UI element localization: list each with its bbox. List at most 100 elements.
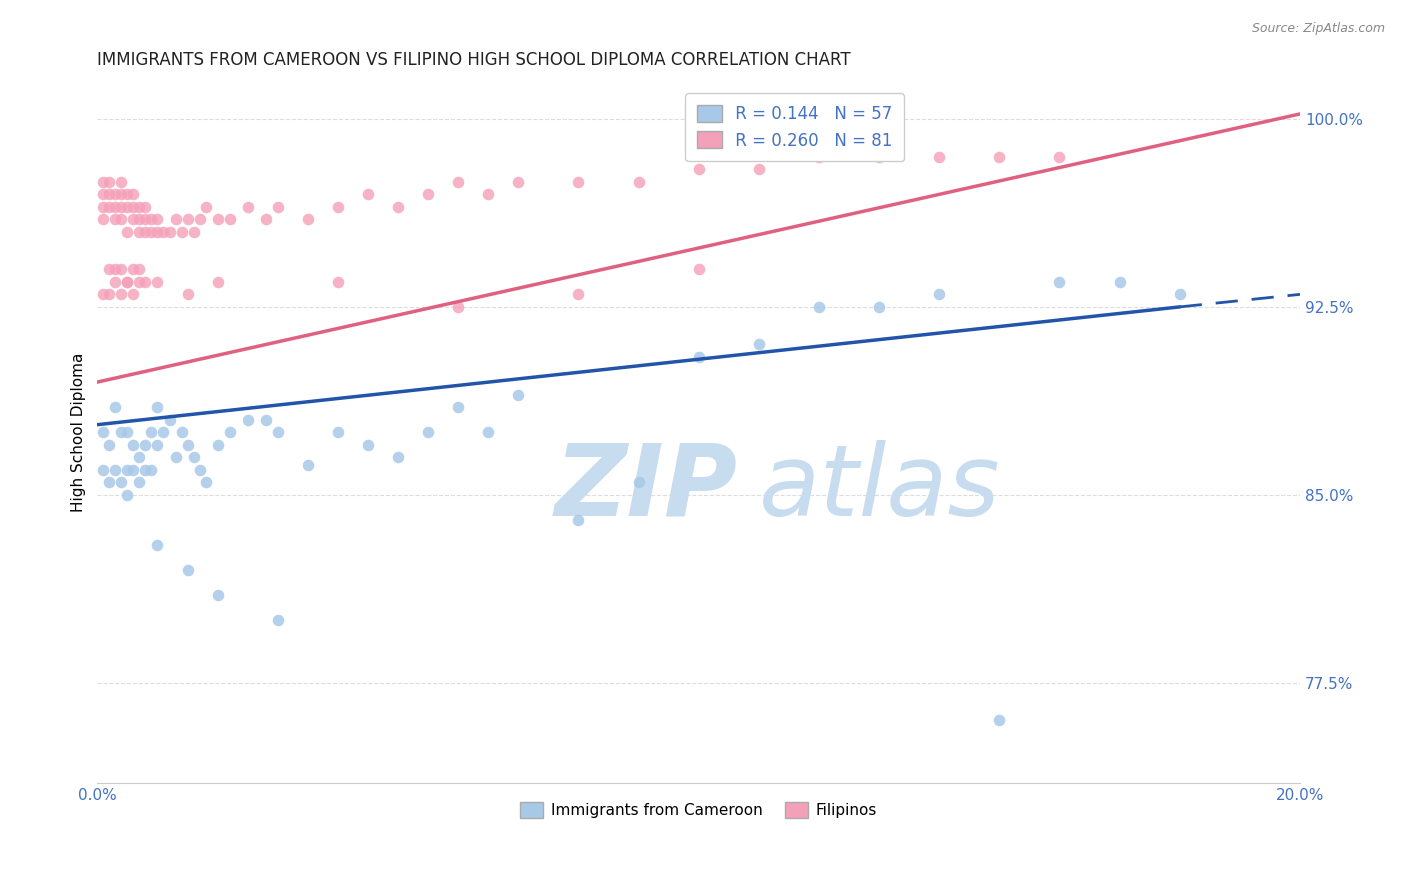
Text: IMMIGRANTS FROM CAMEROON VS FILIPINO HIGH SCHOOL DIPLOMA CORRELATION CHART: IMMIGRANTS FROM CAMEROON VS FILIPINO HIG… (97, 51, 851, 69)
Point (122, 438, 145, 452)
Point (627, 475, 650, 490)
Point (176, 212, 198, 227)
Point (416, 187, 439, 202)
Point (170, 425, 193, 440)
Text: Source: ZipAtlas.com: Source: ZipAtlas.com (1251, 22, 1385, 36)
Point (447, 175, 470, 189)
Point (128, 475, 150, 490)
Point (98, 475, 121, 490)
Point (326, 200, 349, 214)
Point (267, 200, 290, 214)
Text: ZIP: ZIP (554, 440, 737, 537)
Point (194, 200, 217, 214)
Text: atlas: atlas (759, 440, 1001, 537)
Point (176, 563, 198, 577)
Point (868, 300, 890, 314)
Point (98, 200, 121, 214)
Point (98, 187, 121, 202)
Y-axis label: High School Diploma: High School Diploma (72, 352, 86, 512)
Point (326, 425, 349, 440)
Point (146, 400, 169, 414)
Point (447, 400, 470, 414)
Point (110, 212, 132, 227)
Point (117, 425, 139, 440)
Point (122, 212, 145, 227)
Point (110, 287, 132, 301)
Point (128, 450, 150, 465)
Point (134, 200, 156, 214)
Point (567, 513, 589, 527)
Point (134, 463, 156, 477)
Point (93, 425, 115, 440)
Point (236, 200, 259, 214)
Point (104, 463, 127, 477)
Point (170, 225, 193, 239)
Point (93, 287, 115, 301)
Point (218, 425, 240, 440)
Point (117, 275, 139, 289)
Point (188, 212, 211, 227)
Point (207, 588, 229, 602)
Point (416, 425, 439, 440)
Point (928, 287, 950, 301)
Point (98, 175, 121, 189)
Point (254, 412, 277, 426)
Point (988, 149, 1011, 163)
Point (183, 225, 205, 239)
Point (194, 475, 217, 490)
Point (98, 287, 121, 301)
Point (748, 162, 770, 177)
Point (122, 463, 145, 477)
Point (117, 187, 139, 202)
Point (508, 387, 530, 401)
Point (141, 463, 163, 477)
Point (868, 149, 890, 163)
Point (988, 714, 1011, 728)
Point (207, 438, 229, 452)
Point (688, 262, 710, 277)
Point (117, 200, 139, 214)
Point (117, 225, 139, 239)
Point (159, 412, 181, 426)
Point (93, 463, 115, 477)
Point (104, 275, 127, 289)
Point (93, 175, 115, 189)
Point (134, 212, 156, 227)
Point (128, 200, 150, 214)
Point (110, 187, 132, 202)
Point (122, 287, 145, 301)
Point (1168, 287, 1191, 301)
Point (165, 212, 187, 227)
Point (326, 275, 349, 289)
Point (128, 262, 150, 277)
Point (152, 225, 174, 239)
Point (110, 200, 132, 214)
Point (117, 275, 139, 289)
Point (188, 463, 211, 477)
Point (93, 212, 115, 227)
Point (93, 200, 115, 214)
Point (748, 337, 770, 351)
Point (128, 225, 150, 239)
Point (134, 438, 156, 452)
Point (141, 212, 163, 227)
Point (152, 425, 174, 440)
Point (128, 275, 150, 289)
Point (297, 458, 319, 472)
Point (110, 262, 132, 277)
Point (122, 262, 145, 277)
Point (183, 450, 205, 465)
Point (387, 450, 409, 465)
Point (207, 275, 229, 289)
Point (117, 463, 139, 477)
Point (128, 212, 150, 227)
Point (627, 175, 650, 189)
Point (387, 200, 409, 214)
Point (567, 175, 589, 189)
Point (176, 287, 198, 301)
Point (207, 212, 229, 227)
Point (104, 262, 127, 277)
Point (688, 162, 710, 177)
Point (110, 475, 132, 490)
Point (218, 212, 240, 227)
